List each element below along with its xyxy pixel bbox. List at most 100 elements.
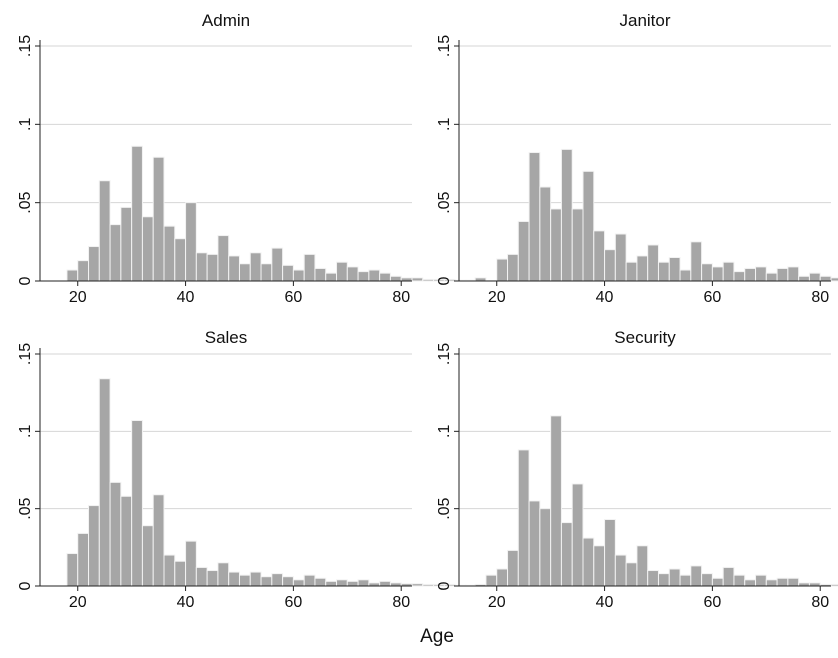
histogram-bar xyxy=(647,570,659,587)
y-tick-label: .05 xyxy=(436,497,453,519)
histogram-bar xyxy=(776,267,789,282)
histogram-bar xyxy=(808,272,821,282)
histogram-bar xyxy=(560,148,573,282)
histogram-bar xyxy=(66,269,79,282)
panel-janitor: 0 .05 .1 .15 20 40 60 80 Janitor xyxy=(436,11,838,306)
histogram-bar xyxy=(120,206,133,282)
histogram-bar xyxy=(292,579,305,587)
histogram-bar xyxy=(485,574,498,587)
histogram-bar xyxy=(152,156,165,282)
x-tick-label: 40 xyxy=(596,594,614,611)
histogram-bar xyxy=(77,532,90,587)
histogram-bar xyxy=(679,269,692,282)
histogram-bar xyxy=(604,249,616,282)
histogram-bar xyxy=(550,415,562,587)
histogram-bar xyxy=(668,257,681,282)
histogram-bar xyxy=(539,186,552,282)
histogram-bar xyxy=(507,549,519,587)
histogram-bar xyxy=(657,573,670,587)
histogram-bar xyxy=(217,235,230,282)
histogram-bar xyxy=(765,272,778,282)
histogram-bar xyxy=(141,525,154,587)
histogram-bar xyxy=(314,267,327,282)
histogram-bar xyxy=(507,253,519,282)
y-tick-label: .1 xyxy=(17,118,34,131)
y-tick-label: 0 xyxy=(17,276,34,285)
y-tick-label: .1 xyxy=(436,118,453,131)
histogram-bar xyxy=(77,260,90,282)
histogram-bar xyxy=(571,208,584,282)
histogram-bar xyxy=(701,573,713,587)
histogram-bar xyxy=(528,152,541,282)
histogram-bar xyxy=(346,266,359,282)
histogram-bar xyxy=(539,508,552,587)
histogram-bar xyxy=(755,574,767,587)
panel-admin: 0 .05 .1 .15 20 40 60 80 Admin xyxy=(17,11,510,306)
histogram-bar xyxy=(260,263,273,282)
histogram-bar xyxy=(701,263,713,282)
histogram-bar xyxy=(690,565,703,587)
histogram-bar xyxy=(636,255,649,282)
histogram-bar xyxy=(346,580,359,587)
histogram-bar xyxy=(819,275,832,282)
histogram-bar xyxy=(744,579,757,587)
histogram-bar xyxy=(722,566,735,587)
histogram-bar xyxy=(711,577,724,587)
histogram-bar xyxy=(88,246,100,282)
histogram-bar xyxy=(131,420,143,587)
x-tick-label: 20 xyxy=(488,289,506,306)
histogram-bar xyxy=(528,500,541,587)
y-tick-label: 0 xyxy=(17,581,34,590)
histogram-bar xyxy=(109,224,122,282)
x-tick-label: 40 xyxy=(177,594,195,611)
histogram-bar xyxy=(496,258,509,282)
x-tick-label: 40 xyxy=(177,289,195,306)
y-tick-label: .15 xyxy=(17,35,34,57)
histogram-bar xyxy=(379,580,391,587)
histogram-bar xyxy=(185,202,197,282)
histogram-bar xyxy=(66,553,79,587)
histogram-bar xyxy=(571,483,584,587)
histogram-bar xyxy=(163,225,176,282)
histogram-bar xyxy=(422,278,435,282)
histogram-bar xyxy=(314,577,327,587)
x-axis-title: Age xyxy=(420,626,454,647)
histogram-bar xyxy=(733,271,746,282)
histogram-bar xyxy=(593,230,606,282)
histogram-bar xyxy=(733,574,746,587)
histogram-bar xyxy=(722,261,735,282)
histogram-bar xyxy=(593,545,606,587)
histogram-bar xyxy=(336,261,348,282)
histogram-bar xyxy=(131,145,143,282)
panels-group: 0 .05 .1 .15 20 40 60 80 Admin 0 .05 .1 .15 20 40 60 80 J… xyxy=(17,11,838,611)
histogram-bar xyxy=(690,241,703,282)
histogram-bar xyxy=(271,573,284,587)
histogram-bar xyxy=(282,576,294,587)
panel-security: 0 .05 .1 .15 20 40 60 80 Security xyxy=(436,328,838,611)
histogram-bar xyxy=(238,574,251,587)
histogram-bar xyxy=(411,277,424,282)
x-tick-label: 80 xyxy=(811,594,829,611)
histogram-bar xyxy=(517,449,530,587)
histogram-bar xyxy=(336,579,348,587)
histogram-bar xyxy=(292,269,305,282)
histogram-bar xyxy=(206,570,219,587)
histogram-bar xyxy=(98,378,111,587)
histogram-bar xyxy=(228,571,240,587)
histogram-bar xyxy=(357,579,370,587)
histogram-bar xyxy=(357,271,370,282)
histogram-bar xyxy=(625,562,638,587)
histogram-bar xyxy=(496,568,509,587)
x-tick-label: 40 xyxy=(596,289,614,306)
histogram-bar xyxy=(88,505,100,587)
histogram-bar xyxy=(260,576,273,587)
histogram-bar xyxy=(163,554,176,587)
histogram-bar xyxy=(303,253,316,282)
histogram-bar xyxy=(776,577,789,587)
histogram-bar xyxy=(325,580,338,587)
y-tick-label: 0 xyxy=(436,581,453,590)
panel-sales: 0 .05 .1 .15 20 40 60 80 Sales xyxy=(17,328,510,611)
histogram-bar xyxy=(249,571,262,587)
panel-title: Sales xyxy=(205,328,248,347)
x-tick-label: 60 xyxy=(703,594,721,611)
